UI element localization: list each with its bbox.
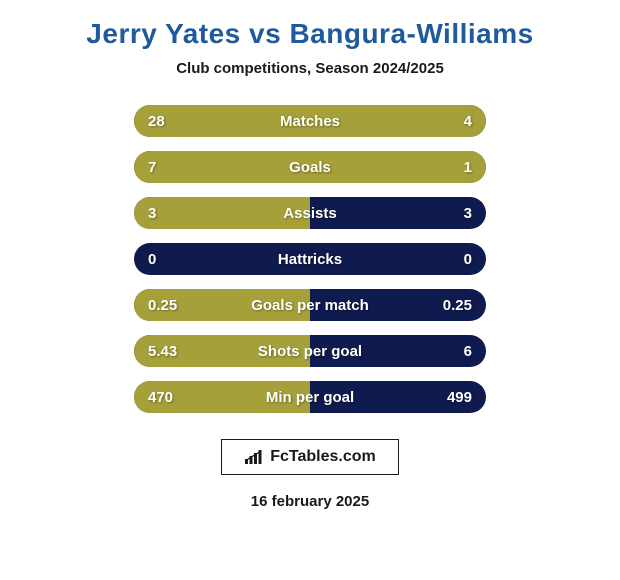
bar-fill-right bbox=[394, 105, 486, 137]
stat-value-left: 470 bbox=[148, 389, 173, 406]
date-label: 16 february 2025 bbox=[251, 493, 369, 510]
stats-section: 28 Matches 4 7 Goals 1 3 Assists 3 0 Hattricks 0 0.2… bbox=[0, 105, 620, 413]
stat-value-right: 4 bbox=[464, 113, 472, 130]
stat-label: Goals bbox=[289, 159, 331, 176]
stat-value-right: 0.25 bbox=[443, 297, 472, 314]
stat-bar: 28 Matches 4 bbox=[134, 105, 486, 137]
attribution-badge: FcTables.com bbox=[221, 439, 399, 475]
stat-value-left: 28 bbox=[148, 113, 165, 130]
stat-value-left: 0 bbox=[148, 251, 156, 268]
page-title: Jerry Yates vs Bangura-Williams bbox=[86, 18, 533, 50]
comparison-card: Jerry Yates vs Bangura-Williams Club com… bbox=[0, 0, 620, 580]
stat-value-right: 0 bbox=[464, 251, 472, 268]
stat-label: Shots per goal bbox=[258, 343, 362, 360]
bar-fill-left bbox=[134, 105, 394, 137]
stat-value-right: 6 bbox=[464, 343, 472, 360]
stat-value-left: 5.43 bbox=[148, 343, 177, 360]
stat-label: Min per goal bbox=[266, 389, 354, 406]
stat-label: Hattricks bbox=[278, 251, 342, 268]
player-right-shape-1 bbox=[492, 107, 600, 139]
stat-label: Goals per match bbox=[251, 297, 369, 314]
stat-value-right: 499 bbox=[447, 389, 472, 406]
stat-bar: 7 Goals 1 bbox=[134, 151, 486, 183]
player-left-column bbox=[14, 105, 134, 201]
stat-bar: 0 Hattricks 0 bbox=[134, 243, 486, 275]
player-right-column bbox=[486, 105, 606, 201]
stat-value-left: 3 bbox=[148, 205, 156, 222]
attribution-text: FcTables.com bbox=[270, 448, 376, 466]
stat-value-right: 1 bbox=[464, 159, 472, 176]
player-left-shape-1 bbox=[20, 107, 128, 139]
player-left-shape-2 bbox=[27, 157, 121, 183]
stat-bar: 0.25 Goals per match 0.25 bbox=[134, 289, 486, 321]
stat-bar: 3 Assists 3 bbox=[134, 197, 486, 229]
stat-value-left: 7 bbox=[148, 159, 156, 176]
page-subtitle: Club competitions, Season 2024/2025 bbox=[176, 60, 444, 77]
bar-chart-icon bbox=[244, 450, 264, 465]
stat-label: Matches bbox=[280, 113, 340, 130]
stat-bars: 28 Matches 4 7 Goals 1 3 Assists 3 0 Hattricks 0 0.2… bbox=[134, 105, 486, 413]
stat-value-right: 3 bbox=[464, 205, 472, 222]
bar-fill-right bbox=[416, 151, 486, 183]
bar-fill-left bbox=[134, 151, 416, 183]
stat-value-left: 0.25 bbox=[148, 297, 177, 314]
player-right-shape-2 bbox=[499, 157, 593, 183]
stat-bar: 470 Min per goal 499 bbox=[134, 381, 486, 413]
stat-bar: 5.43 Shots per goal 6 bbox=[134, 335, 486, 367]
stat-label: Assists bbox=[283, 205, 336, 222]
